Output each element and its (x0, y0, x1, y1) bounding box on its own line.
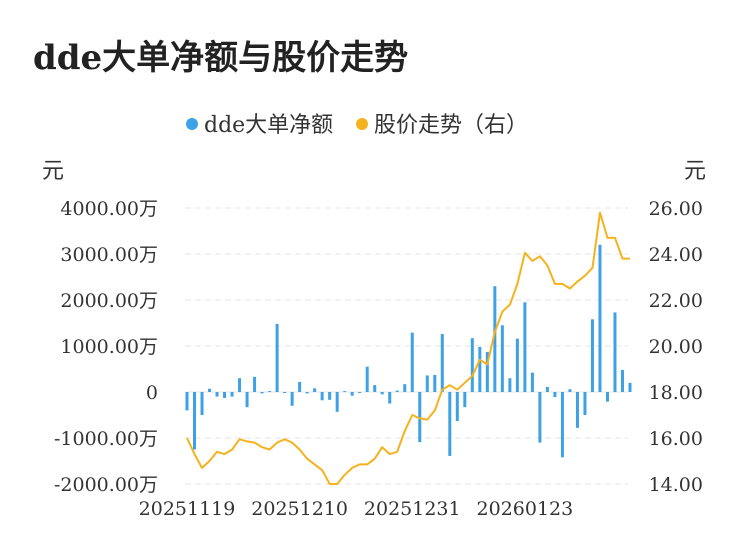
left-axis-ticks: 4000.00万 3000.00万 2000.00万 1000.00万 0 -1000.0… (54, 198, 158, 496)
left-tick-label: -2000.00万 (54, 474, 158, 496)
dde-bar (373, 385, 377, 392)
left-tick-label: 0 (146, 382, 158, 404)
dde-bar (560, 392, 564, 458)
dde-bar (388, 392, 392, 404)
dde-bar (208, 388, 212, 392)
right-tick-label: 22.00 (649, 290, 703, 312)
dde-bar (335, 392, 339, 412)
dde-bar (193, 392, 197, 450)
left-tick-label: -1000.00万 (54, 428, 158, 450)
x-axis-ticks: 20251119 20251210 20251231 20260123 (139, 498, 574, 520)
x-tick-label: 20251119 (139, 498, 236, 520)
dde-bar (328, 392, 332, 400)
dde-bar (283, 392, 287, 393)
dde-bar (568, 389, 572, 392)
left-tick-label: 2000.00万 (60, 290, 158, 312)
dde-bar (223, 392, 227, 398)
right-axis-unit: 元 (684, 159, 706, 184)
dde-bar (395, 390, 399, 392)
dde-bar (575, 392, 579, 428)
dde-bar (185, 392, 189, 411)
right-tick-label: 14.00 (649, 474, 703, 496)
dde-bar (200, 392, 204, 415)
left-tick-label: 1000.00万 (60, 336, 158, 358)
dde-bar (553, 392, 557, 398)
legend[interactable]: dde大单净额 股价走势（右） (186, 113, 528, 138)
right-tick-label: 16.00 (649, 428, 703, 450)
legend-label-price: 股价走势（右） (374, 113, 528, 138)
dde-bar (470, 338, 474, 392)
dde-bar (530, 372, 534, 392)
left-tick-label: 3000.00万 (60, 244, 158, 266)
right-tick-label: 24.00 (649, 244, 703, 266)
dde-bar (343, 391, 347, 393)
x-tick-label: 20251210 (251, 498, 348, 520)
dde-bar (478, 346, 482, 392)
dde-bar (598, 244, 602, 392)
dde-bar (245, 392, 249, 408)
right-axis-ticks: 26.00 24.00 22.00 20.00 18.00 16.00 14.00 (649, 198, 703, 496)
dde-bar (320, 392, 324, 401)
dde-bar (298, 381, 302, 392)
dde-bar (253, 376, 257, 392)
right-tick-label: 26.00 (649, 198, 703, 220)
left-axis-unit: 元 (42, 159, 64, 184)
x-tick-label: 20251231 (364, 498, 461, 520)
legend-marker-price (356, 118, 368, 130)
dde-bar (268, 391, 272, 393)
dde-bar (275, 323, 279, 392)
dde-bar (455, 392, 459, 421)
dde-bar (463, 392, 467, 408)
dde-bar (410, 332, 414, 392)
dde-bar (380, 392, 384, 395)
dde-bar (493, 286, 497, 392)
dde-bar (448, 392, 452, 456)
x-tick-label: 20260123 (477, 498, 574, 520)
dde-bar (485, 351, 489, 392)
dde-bar (590, 319, 594, 392)
dde-bar (365, 366, 369, 392)
dde-bar (358, 392, 362, 393)
dde-bar (538, 392, 542, 443)
dde-bar (433, 374, 437, 392)
dde-bar (440, 334, 444, 392)
dde-bar (418, 392, 422, 443)
legend-label-dde: dde大单净额 (204, 113, 333, 138)
dde-bar (515, 338, 519, 392)
dde-bar (620, 369, 624, 392)
dde-bar (613, 312, 617, 392)
dde-bar (508, 378, 512, 392)
dde-bar (403, 384, 407, 392)
dde-bar (290, 392, 294, 406)
dde-bar (605, 392, 609, 402)
dde-bar (230, 392, 234, 397)
dde-bar (500, 325, 504, 392)
bar-series-dde (185, 244, 632, 458)
dde-bar (260, 392, 264, 394)
legend-marker-dde (186, 118, 198, 130)
dde-bar (350, 392, 354, 396)
right-tick-label: 20.00 (649, 336, 703, 358)
price-line (186, 211, 630, 485)
chart-title: dde大单净额与股价走势 (33, 38, 409, 78)
dde-bar (523, 302, 527, 392)
dde-bar (313, 388, 317, 392)
dde-bar (215, 392, 219, 397)
dde-bar (628, 382, 632, 392)
dde-bar (583, 392, 587, 415)
dde-bar (238, 378, 242, 392)
left-tick-label: 4000.00万 (60, 198, 158, 220)
right-tick-label: 18.00 (649, 382, 703, 404)
dde-bar (305, 392, 309, 394)
dde-bar (425, 375, 429, 392)
dde-bar (545, 386, 549, 392)
